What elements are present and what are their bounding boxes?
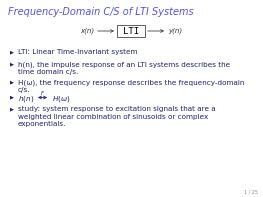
Text: 1 / 25: 1 / 25 <box>244 189 258 194</box>
Text: study: system response to excitation signals that are a
weighted linear combinat: study: system response to excitation sig… <box>18 106 216 127</box>
Text: ▶: ▶ <box>10 49 14 54</box>
Text: LTI: LTI <box>123 27 139 35</box>
Text: Frequency-Domain C/S of LTI Systems: Frequency-Domain C/S of LTI Systems <box>8 7 194 17</box>
Text: y(n): y(n) <box>168 28 182 34</box>
Bar <box>117 25 145 37</box>
Text: ▶: ▶ <box>10 106 14 111</box>
Text: x(n): x(n) <box>80 28 94 34</box>
Text: ▶: ▶ <box>10 79 14 84</box>
Text: ▶: ▶ <box>10 94 14 99</box>
Text: LTI: Linear Time-Invariant system: LTI: Linear Time-Invariant system <box>18 49 138 55</box>
Text: ▶: ▶ <box>10 61 14 66</box>
Text: h(n), the impulse response of an LTI systems describes the
time domain c/s.: h(n), the impulse response of an LTI sys… <box>18 61 230 75</box>
Text: F: F <box>41 91 44 96</box>
Text: H(ω), the frequency response describes the frequency-domain
c/s.: H(ω), the frequency response describes t… <box>18 79 244 93</box>
Text: $H(\omega)$: $H(\omega)$ <box>52 94 70 104</box>
Text: $h(n)$: $h(n)$ <box>18 94 34 104</box>
